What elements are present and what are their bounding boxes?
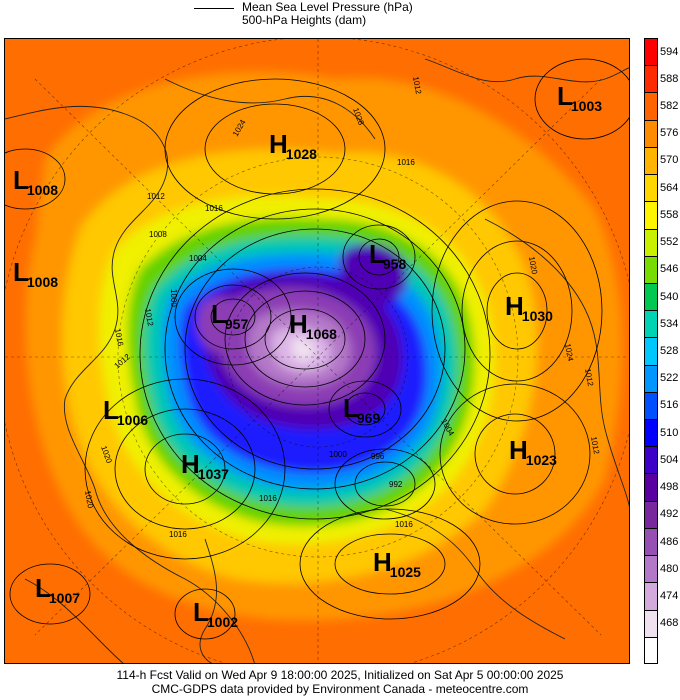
colorbar-swatch [644,473,658,502]
isobar-label: 1024 [563,343,575,363]
colorbar-swatch [644,201,658,230]
height-lobe-west [197,297,247,353]
isobar-label: 1012 [589,436,601,456]
colorbar-swatch [644,228,658,257]
colorbar-swatch [644,65,658,94]
colorbar-swatch [644,527,658,557]
legend-pressure-label: Mean Sea Level Pressure (hPa) [242,0,413,14]
colorbar-tick-label: 540 [660,290,679,303]
isobar-label: 1016 [259,494,277,503]
pressure-center: L1007 [35,573,81,606]
colorbar-tick-label: 486 [660,535,679,548]
colorbar-tick-label: 546 [660,263,679,276]
isobars [5,58,629,640]
colorbar-tick-label: 480 [660,562,679,575]
colorbar-swatch [644,419,658,448]
colorbar-tick-label: 498 [660,481,679,494]
colorbar-tick-label: 468 [660,617,679,630]
isobar-label: 1008 [149,230,167,239]
colorbar-tick-label: 516 [660,399,679,412]
colorbar-swatch [644,174,658,203]
isobar-label: 992 [389,480,403,489]
colorbar-swatch [644,609,658,638]
colorbar-tick-label: 492 [660,508,679,521]
colorbar-tick-label: 576 [660,127,679,140]
pressure-center: H1068 [289,309,337,342]
isobar-label: 1004 [189,254,207,263]
isobar-label: 996 [371,452,385,461]
map-legend: Mean Sea Level Pressure (hPa) 500-hPa He… [190,0,490,30]
height-lobe-east [339,244,408,306]
pressure-center: L1008 [13,257,59,290]
pressure-center: H1028 [269,129,317,162]
colorbar-swatch [644,310,658,339]
isobar-label: 1016 [169,530,187,539]
colorbar-swatch [644,446,658,475]
isobar-label: 1012 [583,368,595,388]
pressure-center: H1023 [509,435,557,468]
colorbar-tick-label: 522 [660,372,679,385]
colorbar-tick-label: 558 [660,208,679,221]
height-band-468 [291,338,316,361]
pressure-center: H1025 [373,547,421,580]
colorbar-swatch [644,92,658,121]
colorbar-swatch [644,391,658,421]
data-credit-line: CMC-GDPS data provided by Environment Ca… [151,682,529,696]
colorbar-tick-label: 552 [660,236,679,249]
colorbar-swatch [644,364,658,393]
colorbar-tick-label: 474 [660,589,679,602]
colorbar-tick-label: 510 [660,426,679,439]
isobar-label: 1012 [147,192,165,201]
colorbar-tick-label: 528 [660,345,679,357]
isobar-label: 1012 [411,76,423,96]
isobar-label: 1016 [395,520,413,529]
colorbar-swatch [644,255,658,284]
legend-heights-label: 500-hPa Heights (dam) [242,13,367,27]
colorbar-swatch [644,146,658,176]
isobar-label: 1016 [397,158,415,167]
colorbar-swatch [644,500,658,529]
colorbar-swatch [644,282,658,312]
colorbar-swatch [644,337,658,366]
colorbar-tick-label: 504 [660,453,679,466]
colorbar-tick-label: 564 [660,181,679,194]
colorbar-tick-label: 594 [660,45,679,58]
pressure-center: H1037 [181,449,229,482]
pressure-center: L957 [211,299,249,332]
colorbar-tick-label: 582 [660,100,679,113]
height-colorbar [644,38,658,664]
forecast-valid-line: 114-h Fcst Valid on Wed Apr 9 18:00:00 2… [116,668,564,682]
weather-map: 1024 1028 1012 1016 1016 1012 1008 1004 … [4,38,630,664]
pressure-center: L969 [343,393,381,426]
isobar-label: 1016 [205,204,223,213]
isobar-label: 1020 [83,490,95,510]
isobar-label: 1012 [143,308,155,328]
pressure-center: L1002 [193,597,239,630]
map-canvas: 1024 1028 1012 1016 1016 1012 1008 1004 … [5,39,629,663]
isobar-label: 1000 [169,289,178,307]
coastlines [5,58,629,663]
colorbar-swatch [644,555,658,584]
pressure-center: L958 [369,239,407,272]
pressure-center: L1003 [557,81,603,114]
colorbar-swatch [644,38,658,67]
pressure-center: H1030 [505,291,553,324]
isobar-label: 1016 [113,328,125,348]
pressure-center: L1008 [13,165,59,198]
isobar-line-sample [194,8,234,9]
colorbar-swatch [644,636,658,664]
colorbar-tick-label: 570 [660,154,679,167]
isobar-label: 1020 [527,256,539,276]
isobar-label: 1000 [329,450,347,459]
colorbar-swatch [644,119,658,148]
colorbar-tick-label: 588 [660,72,679,85]
colorbar-swatch [644,582,658,611]
pressure-center: L1006 [103,395,149,428]
colorbar-tick-label: 534 [660,317,679,330]
